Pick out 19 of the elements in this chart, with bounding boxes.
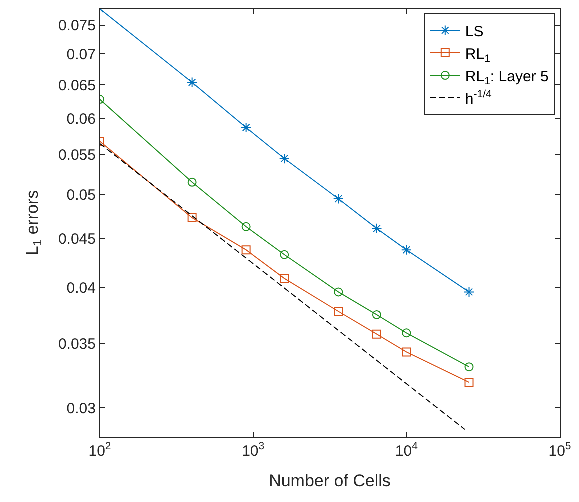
legend-label: h$^{-1/4}$ — [465, 88, 492, 108]
y-tick-label: 0.04 — [66, 280, 96, 298]
y-tick-label: 0.035 — [58, 336, 96, 354]
legend-label: RL$_{1}$: Layer 5 — [465, 68, 549, 88]
y-tick-label: 0.06 — [66, 110, 96, 128]
x-tick-label: 10$^{3}$ — [242, 440, 265, 460]
y-tick-label: 0.05 — [66, 187, 96, 204]
x-axis-title: Number of Cells — [269, 471, 391, 490]
y-tick-label: 0.075 — [58, 18, 96, 35]
y-tick-label: 0.065 — [58, 77, 96, 94]
legend-label: LS — [465, 23, 484, 40]
x-tick-label: 10$^{2}$ — [88, 440, 112, 460]
y-tick-label: 0.045 — [58, 231, 96, 248]
legend-label: RL$_{1}$ — [465, 46, 491, 66]
y-tick-label: 0.07 — [66, 46, 96, 64]
x-tick-label: 10$^{4}$ — [395, 440, 418, 460]
y-tick-label: 0.055 — [58, 147, 96, 164]
y-tick-label: 0.03 — [66, 400, 96, 418]
x-tick-label: 10$^{5}$ — [548, 440, 572, 460]
